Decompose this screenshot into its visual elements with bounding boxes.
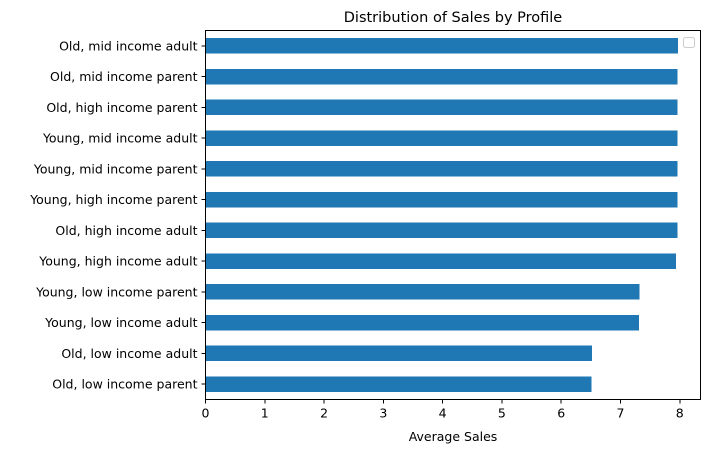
x-tick-label: 0 — [202, 406, 210, 421]
chart-title: Distribution of Sales by Profile — [344, 10, 563, 26]
x-tick-label: 4 — [439, 406, 447, 421]
axes-frame — [205, 30, 701, 400]
y-tick-label: Young, low income parent — [35, 284, 197, 299]
x-tick-label: 8 — [676, 406, 684, 421]
bar — [205, 191, 678, 208]
y-tick-label: Old, low income parent — [52, 377, 197, 392]
y-tick-label: Young, high income parent — [29, 192, 197, 207]
bar — [205, 284, 640, 300]
bar — [205, 99, 678, 116]
plot-area: Old, mid income adult Old, mid income par… — [29, 30, 701, 421]
bar — [205, 253, 677, 269]
x-axis-label: Average Sales — [409, 429, 498, 444]
bar — [205, 38, 678, 54]
x-tick-label: 5 — [498, 406, 506, 421]
bar — [205, 161, 678, 177]
bar — [205, 345, 593, 362]
x-tick-label: 3 — [379, 406, 387, 421]
y-tick-label: Young, high income adult — [38, 254, 197, 269]
y-tick-label: Old, mid income adult — [59, 38, 197, 53]
y-tick-label: Old, high income parent — [46, 100, 197, 115]
y-tick-label: Young, low income adult — [44, 315, 197, 330]
x-tick-label: 6 — [557, 406, 565, 421]
bar — [205, 376, 592, 392]
bar — [205, 130, 678, 146]
legend-box — [683, 37, 695, 48]
x-tick-label: 7 — [616, 406, 624, 421]
y-tick-label: Young, mid income parent — [33, 161, 198, 176]
bar — [205, 222, 678, 239]
y-tick-label: Old, high income adult — [55, 223, 197, 238]
bar — [205, 314, 639, 331]
x-tick-label: 2 — [320, 406, 328, 421]
y-tick-label: Old, mid income parent — [50, 69, 198, 84]
bar — [205, 68, 678, 85]
y-tick-label: Young, mid income adult — [42, 131, 198, 146]
x-tick-label: 1 — [261, 406, 269, 421]
y-tick-label: Old, low income adult — [61, 346, 197, 361]
